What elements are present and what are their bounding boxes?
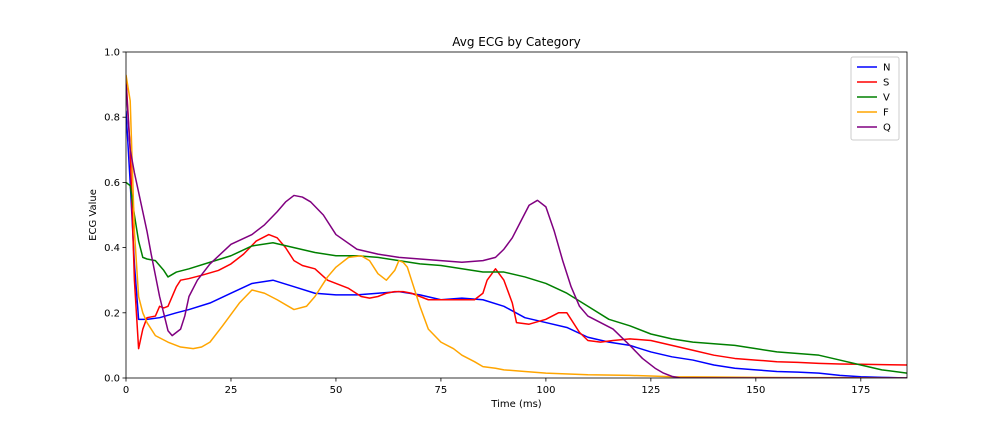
legend-entry-n: N xyxy=(857,63,890,74)
legend-label: Q xyxy=(883,123,891,134)
legend-label: V xyxy=(883,93,890,104)
y-tick-label: 0.0 xyxy=(104,374,120,385)
legend-label: N xyxy=(883,63,890,74)
x-tick-label: 150 xyxy=(746,385,765,396)
x-tick-label: 0 xyxy=(123,385,129,396)
y-tick-label: 0.2 xyxy=(104,308,120,319)
plot-area xyxy=(125,51,908,379)
y-tick-label: 1.0 xyxy=(104,48,120,59)
y-tick-label: 0.4 xyxy=(104,243,120,254)
chart-title: Avg ECG by Category xyxy=(452,35,580,49)
legend-label: S xyxy=(883,78,889,89)
y-tick-label: 0.6 xyxy=(104,178,120,189)
legend-entry-v: V xyxy=(857,93,890,104)
series-layer xyxy=(126,74,907,378)
series-line-n xyxy=(126,110,907,378)
x-tick-label: 100 xyxy=(536,385,555,396)
x-tick-label: 50 xyxy=(330,385,343,396)
legend-box xyxy=(850,56,900,141)
legend-label: F xyxy=(883,108,889,119)
y-axis-label: ECG Value xyxy=(88,189,99,241)
x-tick-label: 125 xyxy=(641,385,660,396)
x-tick-label: 175 xyxy=(851,385,870,396)
legend-entry-f: F xyxy=(857,108,889,119)
y-tick-label: 0.8 xyxy=(104,113,120,124)
x-axis-label: Time (ms) xyxy=(490,399,542,410)
legend-entry-s: S xyxy=(857,78,889,89)
axes-frame xyxy=(125,51,908,379)
x-tick-label: 25 xyxy=(225,385,238,396)
series-line-f xyxy=(126,74,907,378)
x-tick-label: 75 xyxy=(435,385,448,396)
y-axis-ticks: 0.0 0.2 0.4 0.6 0.8 1.0 xyxy=(104,48,126,385)
series-line-q xyxy=(126,84,907,378)
x-axis-ticks: 0 25 50 75 100 125 150 175 xyxy=(123,378,870,396)
series-line-v xyxy=(126,181,907,374)
legend-entry-q: Q xyxy=(857,123,891,134)
